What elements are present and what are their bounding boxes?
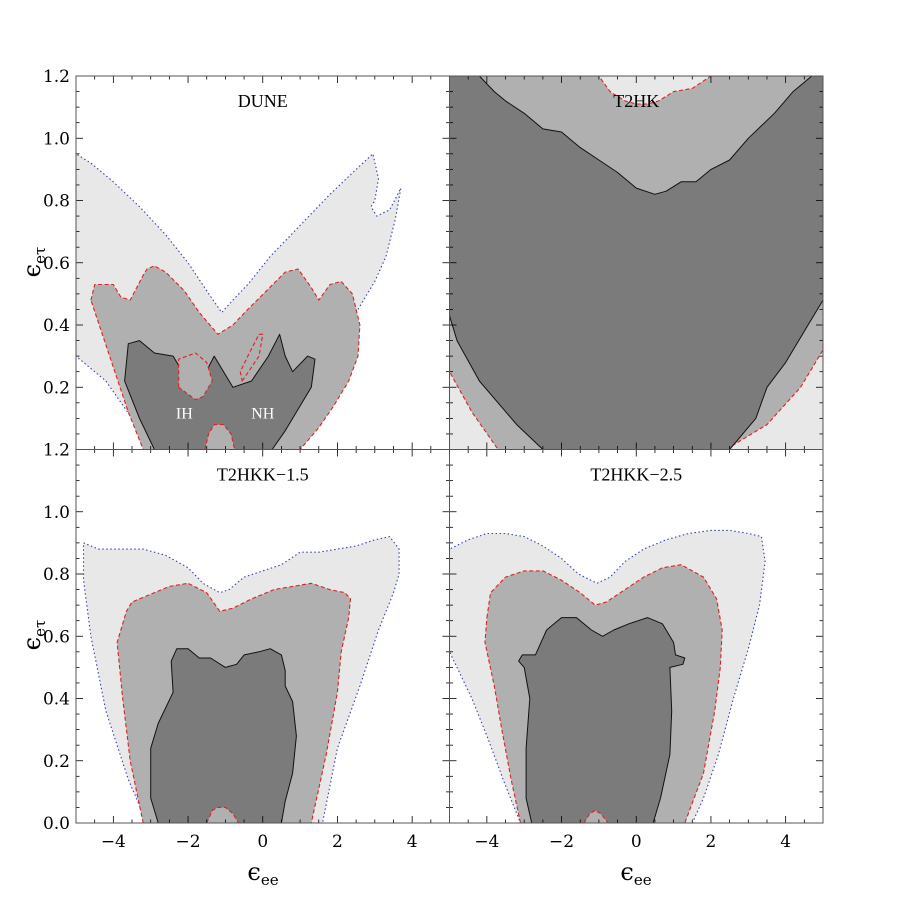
panel-2-ytick-label-5: 1.0 bbox=[43, 503, 70, 523]
panel-2-xtick-label-0: −4 bbox=[101, 832, 126, 852]
panel-3-region-inner-2 bbox=[518, 617, 686, 823]
panel-2-ytick-label-3: 0.6 bbox=[43, 627, 70, 647]
panel-2-ytick-label-0: 0.0 bbox=[43, 814, 70, 834]
panel-3-plot bbox=[449, 529, 766, 823]
panel-0-region-middle-5 bbox=[204, 424, 236, 450]
y-axis-label-top: ϵeτ bbox=[18, 247, 49, 278]
panel-3-region-middle-3 bbox=[583, 809, 609, 823]
panel-1-ticks bbox=[449, 75, 824, 450]
panel-0-annotation-1: NH bbox=[251, 405, 275, 422]
panel-0-region-inner-2 bbox=[124, 333, 316, 450]
panel-2-xtick-label-1: −2 bbox=[176, 832, 201, 852]
panel-1-title: T2HK bbox=[613, 91, 659, 111]
panel-2-xtick-label-4: 4 bbox=[407, 832, 418, 852]
panel-0-region-middle-3 bbox=[178, 352, 213, 401]
panel-0-ytick-label-3: 0.6 bbox=[43, 254, 70, 274]
panel-0-plot bbox=[76, 153, 402, 450]
panel-1-region-inner-2 bbox=[449, 76, 823, 450]
panel-3-xtick-label-1: −2 bbox=[549, 832, 574, 852]
x-axis-label-left: ϵee bbox=[247, 858, 278, 889]
panel-3-xtick-label-4: 4 bbox=[780, 832, 791, 852]
panel-2-xtick-label-3: 2 bbox=[332, 832, 343, 852]
panel-2-ytick-label-4: 0.8 bbox=[43, 565, 70, 585]
panel-3-title: T2HKK−2.5 bbox=[590, 465, 682, 485]
panel-0-ytick-label-4: 0.8 bbox=[43, 192, 70, 212]
panel-3-xtick-label-3: 2 bbox=[706, 832, 717, 852]
panel-3-xtick-label-0: −4 bbox=[474, 832, 499, 852]
panel-2-region-middle-3 bbox=[206, 806, 240, 823]
y-axis-label-bottom: ϵeτ bbox=[18, 620, 49, 651]
panel-2-ytick-label-1: 0.2 bbox=[43, 752, 70, 772]
panel-0-annotation-0: IH bbox=[176, 405, 193, 422]
panel-0-ytick-label-5: 1.0 bbox=[43, 129, 70, 149]
panel-2-region-inner-2 bbox=[150, 648, 297, 823]
panel-0-ytick-label-2: 0.4 bbox=[43, 316, 70, 336]
panel-0-title: DUNE bbox=[238, 91, 288, 111]
panel-0-region-middle-4 bbox=[239, 333, 264, 382]
x-axis-label-right: ϵee bbox=[620, 858, 651, 889]
panel-2-plot bbox=[82, 536, 400, 823]
panel-2-ytick-label-6: 1.2 bbox=[43, 441, 70, 461]
panel-0-ytick-label-1: 0.2 bbox=[43, 378, 70, 398]
panel-2-title: T2HKK−1.5 bbox=[217, 465, 309, 485]
panel-3-xtick-label-2: 0 bbox=[631, 832, 642, 852]
panel-3-frame bbox=[449, 449, 824, 824]
panel-1-plot bbox=[449, 76, 823, 450]
panel-0-ytick-label-6: 1.2 bbox=[43, 67, 70, 87]
panel-2-ytick-label-2: 0.4 bbox=[43, 690, 70, 710]
panel-2-xtick-label-2: 0 bbox=[257, 832, 268, 852]
